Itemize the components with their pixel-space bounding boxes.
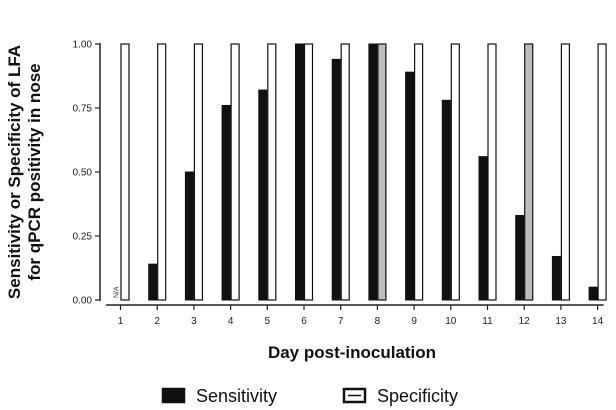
y-tick-label: 0.75 <box>73 104 93 115</box>
sensitivity-bar <box>478 156 488 301</box>
y-axis-title-line-2: for qPCR positivity in nose <box>25 63 44 280</box>
specificity-bar <box>303 43 314 301</box>
y-axis: 0.00 0.25 0.50 0.75 1.00 <box>73 40 101 307</box>
sensitivity-bar <box>295 43 304 301</box>
specificity-bar <box>230 43 240 301</box>
specificity-bar <box>414 43 424 301</box>
specificity-bar <box>157 43 167 301</box>
specificity-bar <box>120 43 130 301</box>
sensitivity-bar <box>331 58 341 301</box>
sensitivity-bar <box>221 104 231 301</box>
sensitivity-bar <box>405 71 415 301</box>
x-tick-label: 3 <box>191 316 197 327</box>
x-tick-label: 8 <box>375 316 381 327</box>
sensitivity-bar <box>551 255 561 301</box>
specificity-bar <box>193 43 203 301</box>
x-tick-label: 9 <box>411 316 417 327</box>
specificity-bar <box>560 43 571 301</box>
legend-specificity-label: Specificity <box>377 386 458 406</box>
specificity-bar <box>597 43 607 301</box>
x-tick-label: 5 <box>265 316 271 327</box>
sensitivity-bar <box>184 171 194 301</box>
y-tick-label: 0.50 <box>73 168 93 179</box>
sensitivity-bar <box>368 43 378 301</box>
specificity-bar <box>377 43 387 301</box>
y-axis-title: Sensitivity or Specificity of LFA for qP… <box>5 45 44 299</box>
x-tick-label: 13 <box>555 316 567 327</box>
legend-sensitivity-label: Sensitivity <box>196 386 277 406</box>
sensitivity-bar <box>515 215 525 301</box>
x-tick-label: 7 <box>338 316 344 327</box>
y-tick-label: 1.00 <box>73 40 93 51</box>
y-tick-label: 0.00 <box>73 296 93 307</box>
legend-sensitivity-swatch <box>161 387 186 404</box>
x-tick-label: 14 <box>592 316 604 327</box>
legend-sensitivity: Sensitivity <box>161 386 277 406</box>
x-axis: 1 2 3 4 5 6 7 8 9 10 11 12 13 14 <box>106 304 604 327</box>
legend-specificity: Specificity <box>342 386 458 406</box>
x-tick-label: 6 <box>301 316 307 327</box>
sensitivity-bar <box>258 89 268 301</box>
x-tick-label: 4 <box>228 316 234 327</box>
bars: N/A <box>114 43 607 301</box>
specificity-bar <box>487 43 497 301</box>
x-tick-label: 1 <box>118 316 124 327</box>
sensitivity-bar <box>148 263 158 301</box>
specificity-bar <box>524 43 534 301</box>
specificity-bar <box>267 43 277 301</box>
na-annotation: N/A <box>114 286 121 298</box>
legend: Sensitivity Specificity <box>161 386 458 406</box>
x-tick-label: 2 <box>154 316 160 327</box>
specificity-bar <box>450 43 460 301</box>
x-tick-label: 10 <box>445 316 457 327</box>
x-tick-label: 12 <box>519 316 531 327</box>
specificity-bar <box>340 43 350 301</box>
x-tick-label: 11 <box>482 316 493 327</box>
y-tick-label: 0.25 <box>73 232 93 243</box>
sensitivity-bar <box>588 286 598 301</box>
x-axis-title: Day post-inoculation <box>268 343 436 362</box>
y-axis-title-line-1: Sensitivity or Specificity of LFA <box>5 45 24 299</box>
sensitivity-bar <box>441 99 451 301</box>
